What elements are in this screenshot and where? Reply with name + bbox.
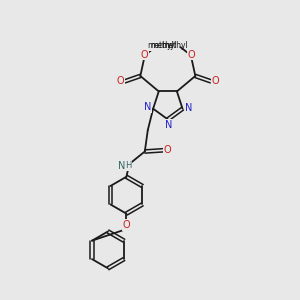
Text: N: N [143,102,151,112]
Text: O: O [116,76,124,86]
Text: N: N [165,120,172,130]
Text: O: O [141,50,148,60]
Text: O: O [123,220,130,230]
Text: H: H [125,161,131,170]
Text: N: N [185,103,193,113]
Text: O: O [212,76,219,86]
Text: methyl: methyl [162,41,188,50]
Text: methyl: methyl [150,41,177,50]
Text: methyl: methyl [157,34,205,48]
Text: methyl: methyl [147,41,174,50]
Text: O: O [188,50,195,60]
Text: N: N [118,161,126,171]
Text: O: O [164,145,171,155]
